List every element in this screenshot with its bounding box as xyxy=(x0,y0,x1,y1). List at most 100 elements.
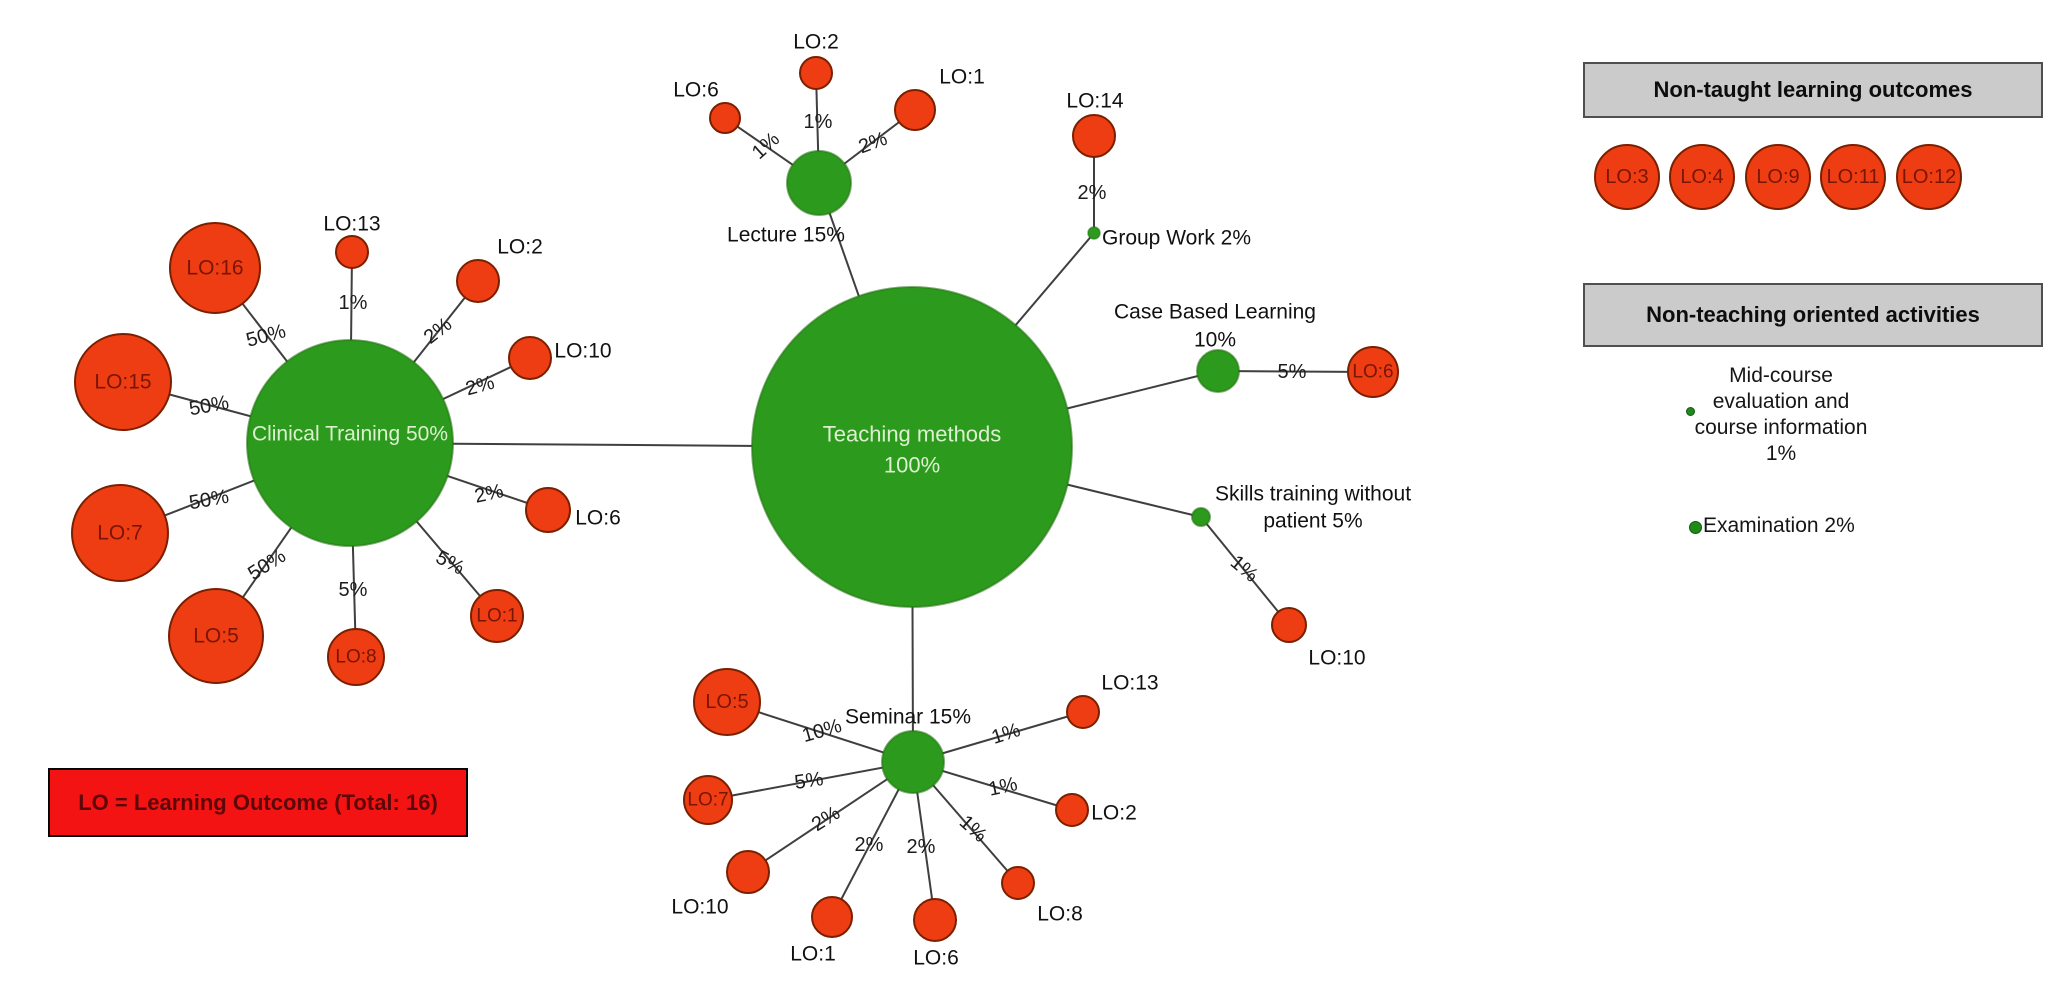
non-taught-outcome-circle: LO:9 xyxy=(1745,144,1811,210)
edge-label-18: 2% xyxy=(808,802,844,836)
node-lecture-lo1 xyxy=(894,89,936,131)
float-label-21: LO:13 xyxy=(1101,672,1158,695)
node-seminar-lo7 xyxy=(683,775,733,825)
node-seminar-lo13 xyxy=(1066,695,1100,729)
float-label-16: LO:10 xyxy=(671,896,728,919)
float-label-10: LO:2 xyxy=(497,236,543,259)
edge-label-22: 1% xyxy=(987,773,1020,801)
node-lecture xyxy=(786,150,852,216)
edge-line xyxy=(747,761,914,873)
node-lecture-lo6 xyxy=(709,102,741,134)
edge-line xyxy=(707,761,914,801)
non-taught-header: Non-taught learning outcomes xyxy=(1583,62,2043,118)
float-label-6: patient 5% xyxy=(1263,510,1362,533)
non-taught-outcome-label: LO:11 xyxy=(1826,165,1880,188)
non-taught-outcome-circle: LO:11 xyxy=(1820,144,1886,210)
node-label-clinical-lo5: LO:5 xyxy=(193,625,239,648)
node-label-seminar-lo5: LO:5 xyxy=(705,691,748,713)
float-label-17: LO:1 xyxy=(790,943,836,966)
node-clinical-lo6 xyxy=(525,487,571,533)
edge-label-13: 2% xyxy=(1078,182,1107,204)
edge-label-20: 2% xyxy=(907,836,936,858)
node-label-clinical-lo15: LO:15 xyxy=(94,371,151,394)
node-label-teaching-methods-1: 100% xyxy=(884,453,940,478)
edge-label-3: 2% xyxy=(463,372,497,401)
edge-label-16: 10% xyxy=(800,715,845,747)
node-groupwork-lo14 xyxy=(1072,114,1116,158)
node-seminar-lo6 xyxy=(913,898,957,942)
examination-item: Examination 2% xyxy=(1703,514,1855,537)
node-label-clinical-lo8: LO:8 xyxy=(335,647,376,668)
edge-label-2: 2% xyxy=(420,313,456,348)
node-seminar-lo8 xyxy=(1001,866,1035,900)
float-label-9: LO:13 xyxy=(323,213,380,236)
float-label-12: LO:6 xyxy=(575,507,621,530)
float-label-8: LO:10 xyxy=(1308,647,1365,670)
float-label-3: Case Based Learning xyxy=(1114,301,1316,324)
edge-label-7: 50% xyxy=(244,545,290,585)
node-clinical-lo1 xyxy=(470,589,524,643)
non-teaching-title: Non-teaching oriented activities xyxy=(1646,302,1980,327)
edge-label-6: 5% xyxy=(339,579,368,601)
edge-label-17: 5% xyxy=(793,768,825,794)
node-clinical-lo5 xyxy=(168,588,264,684)
edge-label-1: 1% xyxy=(339,292,368,314)
node-label-clinical-training-0: Clinical Training 50% xyxy=(252,423,448,446)
edge-label-10: 1% xyxy=(748,128,784,164)
float-label-13: LO:6 xyxy=(673,79,719,102)
node-clinical-lo2 xyxy=(456,259,500,303)
float-label-15: LO:1 xyxy=(939,66,985,89)
non-taught-outcome-label: LO:9 xyxy=(1756,165,1800,188)
node-skills-lo10 xyxy=(1271,607,1307,643)
float-label-14: LO:2 xyxy=(793,31,839,54)
edge-line xyxy=(1200,516,1290,626)
non-taught-outcome-label: LO:3 xyxy=(1605,165,1649,188)
float-label-18: LO:6 xyxy=(913,947,959,970)
node-lecture-lo2 xyxy=(799,56,833,90)
float-label-5: Skills training without xyxy=(1215,483,1411,506)
node-label-seminar-lo7: LO:7 xyxy=(687,790,728,811)
non-taught-outcome-circle: LO:4 xyxy=(1669,144,1735,210)
edge-label-11: 1% xyxy=(804,111,833,133)
edge-label-15: 1% xyxy=(1226,551,1262,587)
node-clinical-lo7 xyxy=(71,484,169,582)
float-label-2: Group Work 2% xyxy=(1102,227,1251,250)
examination-dot xyxy=(1689,521,1702,534)
node-clinical-lo10 xyxy=(508,336,552,380)
edge-label-8: 50% xyxy=(187,486,230,515)
float-label-19: LO:8 xyxy=(1037,903,1083,926)
node-case-based-learning xyxy=(1196,349,1240,393)
non-taught-title: Non-taught learning outcomes xyxy=(1653,77,1973,102)
node-clinical-lo8 xyxy=(327,628,385,686)
node-seminar-lo10 xyxy=(726,850,770,894)
node-clinical-lo13 xyxy=(335,235,369,269)
node-clinical-training xyxy=(246,339,454,547)
node-clinical-lo15 xyxy=(74,333,172,431)
lo-legend-box: LO = Learning Outcome (Total: 16) xyxy=(48,768,468,837)
edge-label-0: 50% xyxy=(244,320,289,352)
non-taught-outcome-circle: LO:12 xyxy=(1896,144,1962,210)
edge-label-14: 5% xyxy=(1278,361,1307,383)
float-label-1: Seminar 15% xyxy=(845,706,971,729)
node-seminar xyxy=(881,730,945,794)
non-taught-outcome-label: LO:12 xyxy=(1901,165,1957,188)
node-label-clinical-lo16: LO:16 xyxy=(186,257,243,280)
node-label-teaching-methods-0: Teaching methods xyxy=(823,422,1002,447)
lo-legend-text: LO = Learning Outcome (Total: 16) xyxy=(78,789,438,815)
node-seminar-lo2 xyxy=(1055,793,1089,827)
float-label-0: Lecture 15% xyxy=(727,224,845,247)
node-cbl-lo6 xyxy=(1347,346,1399,398)
edge-label-9: 50% xyxy=(187,392,230,421)
non-taught-outcome-label: LO:4 xyxy=(1680,165,1724,188)
float-label-4: 10% xyxy=(1194,329,1236,352)
node-seminar-lo1 xyxy=(811,896,853,938)
mid-course-item: Mid-course evaluation and course informa… xyxy=(1694,364,1868,465)
float-label-20: LO:2 xyxy=(1091,802,1137,825)
non-teaching-header: Non-teaching oriented activities xyxy=(1583,283,2043,347)
node-label-cbl-lo6: LO:6 xyxy=(1352,362,1393,383)
non-taught-outcome-circle: LO:3 xyxy=(1594,144,1660,210)
mid-course-dot xyxy=(1686,407,1695,416)
node-group-work-dot xyxy=(1087,226,1101,240)
